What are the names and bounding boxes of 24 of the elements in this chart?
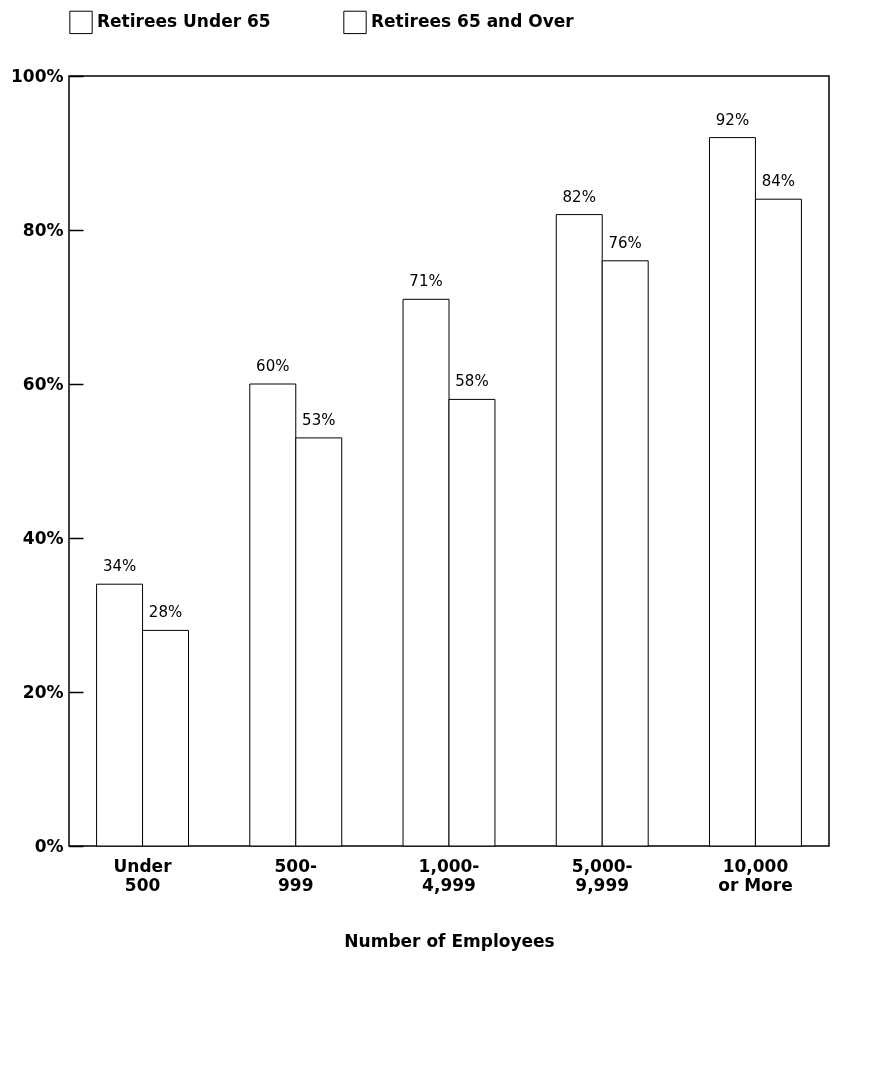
- data-label: 82%: [562, 187, 596, 206]
- y-tick-label: 80%: [22, 219, 64, 240]
- data-label: 53%: [302, 410, 336, 429]
- x-tick-label: 5,000-9,999: [571, 855, 633, 895]
- y-tick-label: 0%: [34, 835, 64, 856]
- x-tick-label: 1,000-4,999: [418, 855, 480, 895]
- x-axis-title: Number of Employees: [344, 930, 555, 951]
- y-tick-label: 100%: [10, 65, 64, 86]
- x-tick-label: 10,000 or More: [718, 855, 793, 895]
- y-tick-label: 40%: [22, 527, 64, 548]
- data-label: 84%: [761, 172, 796, 191]
- y-tick-label: 60%: [22, 373, 64, 394]
- data-label: 92%: [715, 110, 750, 129]
- x-tick-label: 500-999: [274, 855, 318, 895]
- x-tick-label: Under 500: [113, 855, 173, 895]
- legend-label: Retirees Under 65: [97, 11, 271, 32]
- data-label: 71%: [409, 272, 443, 291]
- data-label: 76%: [608, 233, 642, 252]
- y-tick-label: 20%: [22, 681, 64, 702]
- data-label: 60%: [256, 357, 290, 375]
- legend-label: Retirees 65 and Over: [371, 11, 575, 32]
- data-label: 58%: [455, 372, 489, 391]
- data-label: 28%: [148, 603, 183, 622]
- data-label: 34%: [102, 557, 137, 576]
